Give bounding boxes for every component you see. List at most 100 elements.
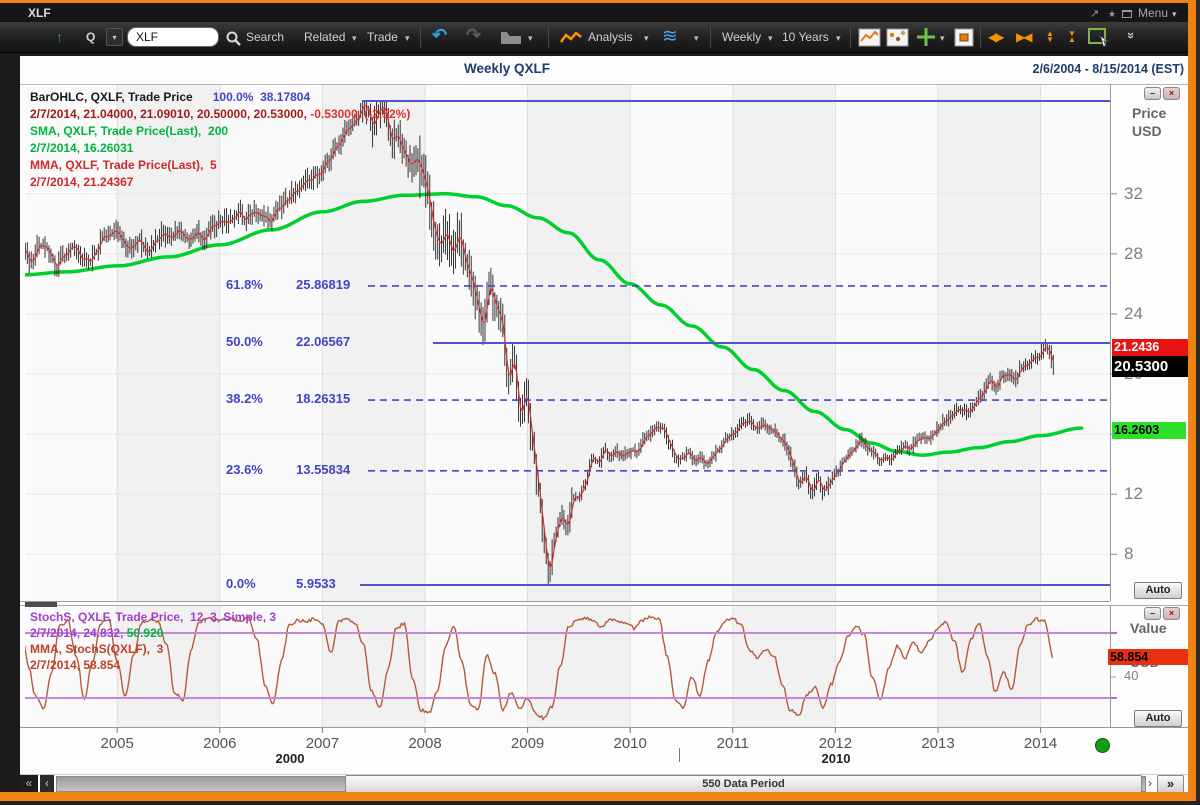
waves-icon[interactable]: ≋ — [662, 26, 678, 47]
close-stoch-pane-button[interactable]: × — [1163, 607, 1180, 620]
fib-value-label: 25.86819 — [296, 276, 351, 292]
folder-icon[interactable] — [500, 30, 522, 45]
year-label: 2007 — [305, 735, 340, 752]
period-caret-icon[interactable]: ▾ — [768, 33, 773, 43]
restore-window-icon[interactable] — [1122, 10, 1132, 18]
minimize-pane-button[interactable]: – — [1144, 87, 1161, 100]
toolbar-separator — [548, 26, 549, 48]
fib-pct-label: 23.6% — [226, 461, 263, 477]
year-label: 2005 — [100, 735, 134, 752]
toolbar-separator — [710, 26, 711, 48]
search-icon — [226, 31, 241, 46]
popout-icon[interactable]: ↗ — [1090, 8, 1100, 20]
year-label: 2009 — [510, 735, 545, 752]
close-pane-button[interactable]: × — [1163, 87, 1180, 100]
crosshair-icon[interactable] — [916, 27, 936, 47]
price-tick-label: 24 — [1124, 303, 1143, 323]
range-caret-icon[interactable]: ▾ — [836, 33, 841, 43]
crosshair-caret-icon[interactable]: ▾ — [940, 33, 945, 43]
minimize-stoch-pane-button[interactable]: – — [1144, 607, 1161, 620]
range-dropdown[interactable]: 10 Years — [782, 30, 829, 44]
window-border-bottom-edge — [0, 801, 1200, 805]
legend-stoch-name: StochS, QXLF, Trade Price, 12, 3, Simple… — [30, 610, 277, 624]
window-border-right — [1188, 0, 1196, 805]
scrollbar-thumb[interactable]: 550 Data Period — [345, 775, 1142, 793]
fib-pct-label: 50.0% — [226, 334, 263, 349]
price-tick-label: 8 — [1124, 544, 1134, 564]
quote-type-label[interactable]: Q — [86, 30, 96, 44]
analysis-icon — [560, 32, 582, 43]
year-label: 2010 — [613, 735, 647, 752]
chart-style-icon[interactable] — [858, 28, 881, 47]
legend-sma-name: SMA, QXLF, Trade Price(Last), 200 — [30, 124, 229, 138]
trade-menu[interactable]: Trade — [367, 30, 398, 44]
annotation-icon[interactable] — [954, 28, 974, 47]
toolbar-separator — [420, 26, 421, 48]
toolbar-separator — [850, 26, 851, 48]
price-axis-unit: USD — [1132, 123, 1162, 139]
trade-caret-icon[interactable]: ▾ — [405, 33, 410, 43]
undo-button[interactable]: ↶ — [432, 25, 448, 45]
folder-caret-icon[interactable]: ▾ — [528, 33, 533, 43]
analysis-menu[interactable]: Analysis — [588, 30, 633, 44]
more-tools-chevron-icon[interactable]: » — [1124, 31, 1140, 40]
window-title: XLF — [28, 6, 51, 20]
menu-button[interactable]: Menu — [1138, 6, 1169, 20]
fib-value-label: 18.26315 — [296, 391, 351, 407]
legend-sma-value: 2/7/2014, 16.26031 — [30, 141, 134, 155]
expand-horizontal-icon[interactable]: ◀▶ — [988, 30, 1005, 44]
symbol-input[interactable] — [127, 27, 219, 47]
legend-mma-value: 2/7/2014, 21.24367 — [30, 175, 134, 189]
title-bar: XLF ↗ ★ Menu ▾ — [0, 3, 1188, 22]
decade-label: 2010 — [821, 751, 851, 766]
stoch-pane-top-border — [20, 605, 1188, 606]
analysis-caret-icon[interactable]: ▾ — [644, 33, 649, 43]
year-label: 2014 — [1023, 735, 1058, 752]
symbol-dropdown-button[interactable]: ▾ — [106, 28, 123, 46]
waves-caret-icon[interactable]: ▾ — [694, 33, 699, 43]
stoch-pane-bottom-border — [20, 727, 1188, 728]
redo-button[interactable]: ↷ — [466, 25, 482, 45]
stoch-auto-scale-button[interactable]: Auto — [1134, 710, 1182, 727]
fib-pct-label: 38.2% — [226, 391, 263, 407]
compress-horizontal-icon[interactable]: ▶◀ — [1016, 30, 1033, 44]
year-label: 2008 — [408, 735, 442, 752]
price-tick-label: 28 — [1124, 243, 1143, 263]
price-tick-label: 32 — [1124, 183, 1143, 203]
main-toolbar: ↑ Q ▾ Search Related ▾ Trade ▾ ↶ ↷ ▾ Ana… — [0, 22, 1188, 53]
scroll-far-right-button[interactable]: » — [1157, 775, 1184, 793]
related-caret-icon[interactable]: ▾ — [352, 33, 357, 43]
search-button[interactable]: Search — [246, 30, 285, 44]
price-up-icon: ↑ — [56, 29, 63, 45]
legend-stoch-mma-value: 2/7/2014, 58.854 — [30, 658, 121, 672]
fib-value-label: 13.55834 — [296, 461, 351, 477]
scroll-right-button[interactable]: › — [1148, 776, 1152, 790]
last-price-badge: 20.5300 — [1112, 356, 1188, 377]
year-label: 2011 — [716, 735, 749, 752]
zoom-select-icon[interactable] — [1088, 28, 1110, 47]
window-border-top — [0, 0, 1200, 3]
legend-stoch-mma-name: MMA, StochS(QXLF), 3 — [30, 642, 164, 656]
chart-events-icon[interactable] — [886, 28, 909, 47]
price-axis-line — [1110, 84, 1111, 601]
fib-pct-label: 0.0% — [226, 576, 256, 591]
related-menu[interactable]: Related — [304, 30, 346, 44]
hourglass-icon[interactable]: ▼ ▲ — [1068, 29, 1076, 44]
price-axis-title: Price — [1132, 105, 1167, 121]
scroll-far-left-button[interactable]: « — [20, 775, 38, 793]
chart-title: Weekly QXLF — [463, 61, 551, 76]
year-label: 2012 — [818, 735, 853, 752]
year-label: 2006 — [203, 735, 237, 752]
menu-caret-icon[interactable]: ▾ — [1172, 9, 1177, 19]
window-border-bottom — [0, 792, 1200, 801]
stoch-axis-title: Value — [1130, 620, 1167, 636]
pin-icon[interactable]: ★ — [1108, 9, 1117, 19]
expand-vertical-icon[interactable]: ▲ ▼ — [1046, 29, 1054, 44]
pane-resize-handle[interactable] — [25, 602, 57, 607]
stoch-axis-line — [1110, 605, 1111, 727]
scroll-left-button[interactable]: ‹ — [40, 775, 54, 793]
period-dropdown[interactable]: Weekly — [722, 30, 762, 44]
fib-value-label: 5.9533 — [296, 576, 336, 591]
legend-ohlc-name: BarOHLC, QXLF, Trade Price 100.0% 38.1780… — [30, 90, 311, 104]
price-auto-scale-button[interactable]: Auto — [1134, 582, 1182, 599]
